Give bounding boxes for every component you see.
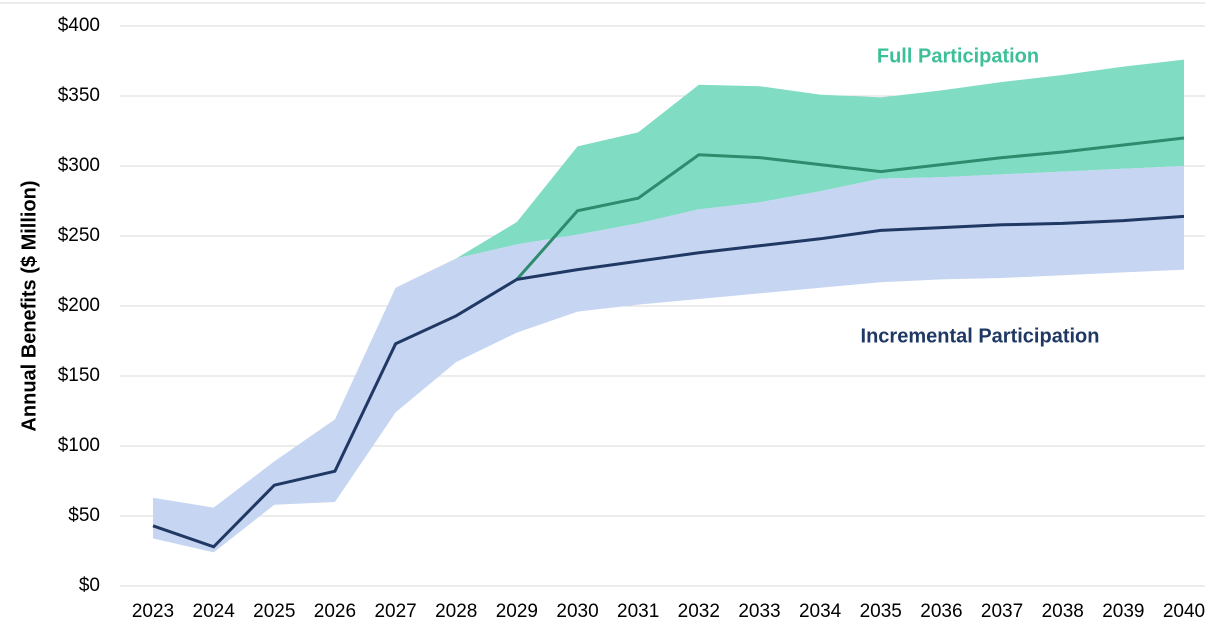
x-tick-label: 2031 <box>617 601 659 622</box>
x-tick-label: 2038 <box>1042 601 1084 622</box>
x-tick-label: 2039 <box>1102 601 1144 622</box>
x-tick-label: 2026 <box>314 601 356 622</box>
x-tick-label: 2030 <box>556 601 598 622</box>
x-tick-label: 2036 <box>920 601 962 622</box>
line <box>515 136 1185 281</box>
series-label: Incremental Participation <box>861 325 1100 347</box>
y-tick-label: $400 <box>58 15 100 36</box>
x-tick-label: 2040 <box>1163 601 1205 622</box>
y-tick-label: $0 <box>79 575 100 596</box>
x-tick-label: 2032 <box>678 601 720 622</box>
band <box>153 166 1184 553</box>
x-tick-label: 2033 <box>738 601 780 622</box>
x-tick-label: 2024 <box>193 601 236 622</box>
x-tick-label: 2027 <box>374 601 416 622</box>
x-tick-label: 2029 <box>496 601 538 622</box>
band <box>456 59 1184 259</box>
x-tick-label: 2034 <box>799 601 842 622</box>
x-tick-label: 2025 <box>253 601 295 622</box>
x-tick-label: 2037 <box>981 601 1023 622</box>
y-tick-label: $50 <box>68 505 100 526</box>
y-tick-label: $100 <box>58 435 100 456</box>
line <box>152 214 1185 549</box>
y-tick-label: $350 <box>58 85 100 106</box>
y-tick-label: $300 <box>58 155 100 176</box>
x-tick-label: 2035 <box>860 601 902 622</box>
x-tick-label: 2023 <box>132 601 174 622</box>
y-tick-label: $200 <box>58 295 100 316</box>
y-tick-label: $250 <box>58 225 100 246</box>
x-tick-label: 2028 <box>435 601 477 622</box>
y-axis-label: Annual Benefits ($ Million) <box>18 180 40 431</box>
y-tick-label: $150 <box>58 365 100 386</box>
series-label: Full Participation <box>877 45 1039 67</box>
